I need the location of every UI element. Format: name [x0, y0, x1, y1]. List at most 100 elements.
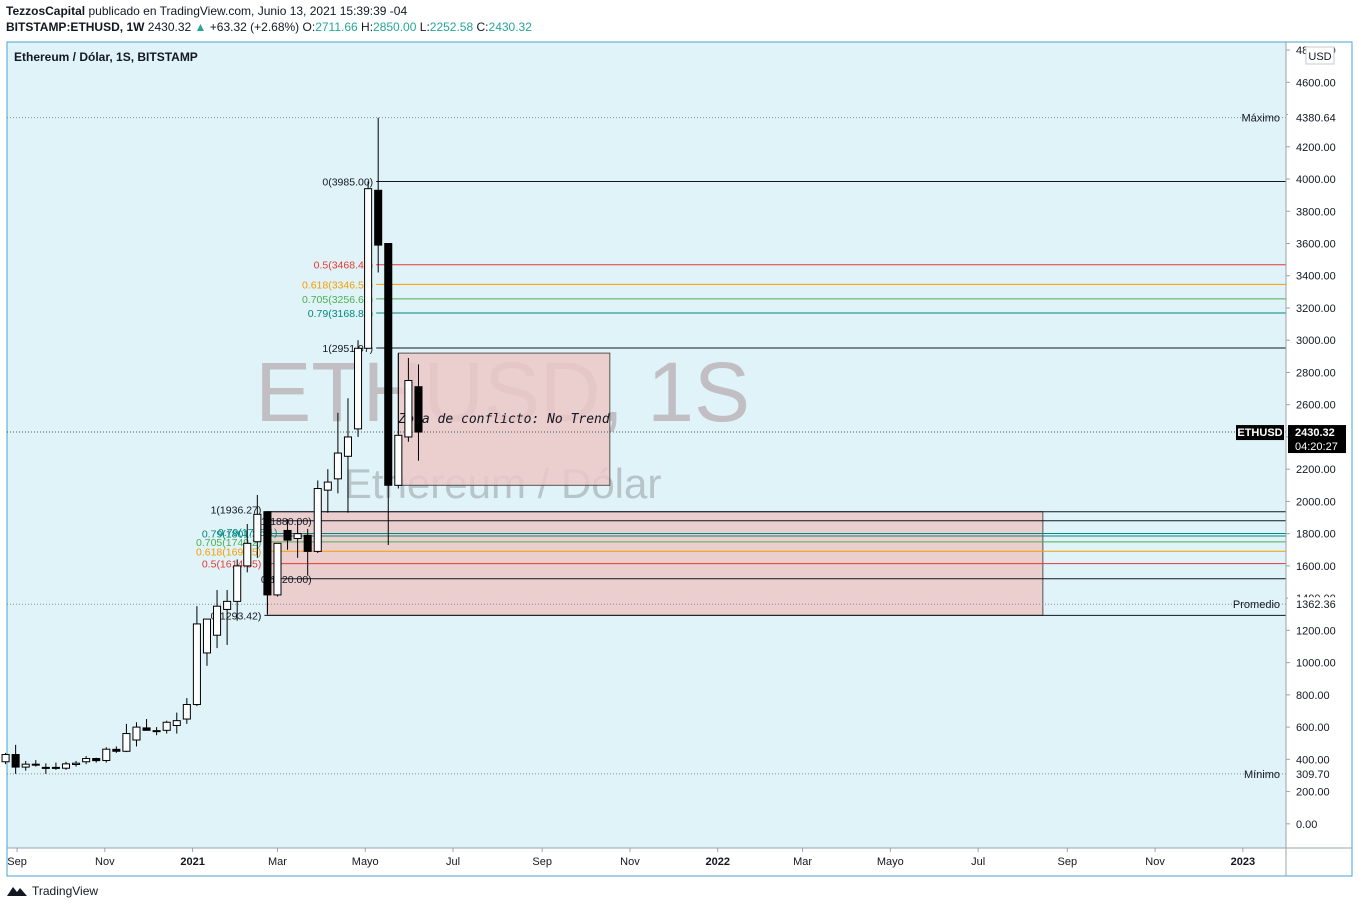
y-tick-label: 3400.00	[1296, 271, 1336, 283]
close-label: C:	[476, 20, 489, 34]
y-tick-label: 1000.00	[1296, 658, 1336, 670]
candle-body[interactable]	[192, 623, 201, 706]
candle-body[interactable]	[142, 727, 151, 731]
candle-body[interactable]	[31, 763, 40, 766]
candle-body[interactable]	[333, 452, 342, 480]
y-tick-label: 3600.00	[1296, 239, 1336, 251]
current-price-value: 2430.32	[1295, 427, 1335, 439]
level-value: 1362.36	[1296, 599, 1336, 611]
zone-rect[interactable]	[397, 352, 611, 486]
candle-body[interactable]	[132, 726, 141, 741]
y-tick-label: 4000.00	[1296, 174, 1336, 186]
y-tick-label: 3000.00	[1296, 335, 1336, 347]
bar-countdown: 04:20:27	[1295, 441, 1338, 453]
candle-body[interactable]	[354, 347, 363, 430]
x-tick-label: Mayo	[877, 856, 904, 868]
candle-body[interactable]	[61, 763, 71, 769]
candle-body[interactable]	[51, 766, 60, 769]
candle-body[interactable]	[243, 542, 252, 567]
candle-body[interactable]	[102, 748, 111, 761]
candle-body[interactable]	[122, 733, 131, 752]
y-tick-label: 800.00	[1296, 690, 1330, 702]
currency-badge[interactable]	[1305, 46, 1335, 65]
high-label: H:	[361, 20, 374, 34]
fib-label: 0(1293.42)	[211, 610, 262, 622]
x-tick-label: Mayo	[352, 856, 379, 868]
candle-body[interactable]	[404, 380, 413, 438]
open-label: O:	[302, 20, 316, 34]
y-tick-label: 4600.00	[1296, 77, 1336, 89]
author-name[interactable]: TezzosCapital	[6, 4, 86, 18]
ohlc-header: BITSTAMP:ETHUSD, 1W 2430.32 ▲ +63.32 (+2…	[6, 20, 532, 34]
candle-body[interactable]	[323, 481, 332, 491]
candle-body[interactable]	[223, 600, 232, 610]
candle-body[interactable]	[182, 704, 191, 720]
price-change: +63.32 (+2.68%)	[209, 20, 300, 34]
up-arrow-icon: ▲	[194, 20, 207, 34]
fib-label: 0.5(3468.47)	[314, 260, 374, 272]
tradingview-logo-icon[interactable]	[6, 884, 28, 898]
zone-label: Zona de conflicto: No Trend	[397, 412, 609, 427]
candle-body[interactable]	[82, 758, 91, 763]
low-label: L:	[419, 20, 430, 34]
x-tick-label: Sep	[1058, 856, 1078, 868]
fib-label: 0(3985.00)	[322, 176, 373, 188]
fib-label: 0.79(1801.3)	[202, 528, 262, 540]
candle-body[interactable]	[263, 511, 272, 596]
brand-name[interactable]: TradingView	[32, 884, 99, 898]
candle-body[interactable]	[283, 529, 292, 541]
candle-body[interactable]	[1, 754, 10, 763]
y-tick-label: 1600.00	[1296, 561, 1336, 573]
candle-body[interactable]	[162, 721, 171, 731]
candle-body[interactable]	[72, 762, 81, 765]
symbol-badge-label: ETHUSD	[1237, 427, 1282, 439]
open-value: 2711.66	[315, 20, 358, 34]
candle-body[interactable]	[343, 436, 352, 457]
candle-body[interactable]	[21, 763, 30, 768]
candle-body[interactable]	[313, 488, 322, 552]
y-tick-label: 2000.00	[1296, 496, 1336, 508]
current-price-badge[interactable]	[1288, 425, 1346, 454]
symbol-badge[interactable]	[1236, 425, 1284, 441]
candle-body[interactable]	[11, 754, 20, 768]
fib-label: 0.705(3256.69)	[302, 294, 373, 306]
candle-body[interactable]	[253, 513, 262, 543]
x-tick-label: 2021	[180, 856, 204, 868]
candle-body[interactable]	[414, 386, 423, 433]
candle-body[interactable]	[374, 189, 383, 246]
price-axis[interactable]	[1286, 43, 1351, 875]
level-value-bg	[1288, 766, 1338, 781]
x-tick-label: Sep	[7, 856, 27, 868]
candle-body[interactable]	[364, 188, 373, 349]
x-tick-label: Jul	[446, 856, 460, 868]
plot-background[interactable]	[7, 42, 1286, 848]
candle-body[interactable]	[213, 605, 222, 636]
candle-body[interactable]	[202, 618, 212, 654]
y-tick-label: 200.00	[1296, 787, 1330, 799]
y-tick-label: 400.00	[1296, 754, 1330, 766]
candle-body[interactable]	[293, 533, 302, 539]
candle-body[interactable]	[112, 748, 121, 752]
x-tick-label: Mar	[793, 856, 812, 868]
candle-body[interactable]	[172, 720, 181, 726]
y-tick-label: 2200.00	[1296, 464, 1336, 476]
level-value-bg	[1288, 110, 1338, 125]
close-value: 2430.32	[488, 20, 532, 34]
fib-label: 1(1936.27)	[211, 505, 262, 517]
candle-body[interactable]	[41, 766, 50, 769]
candle-body[interactable]	[384, 243, 393, 486]
y-tick-label: 600.00	[1296, 722, 1330, 734]
candle-body[interactable]	[152, 730, 161, 733]
candle-body[interactable]	[303, 534, 312, 552]
fib-label: 0.618(3346.56)	[302, 279, 373, 291]
y-tick-label: 0.00	[1296, 819, 1317, 831]
candle-body[interactable]	[233, 565, 242, 602]
publish-text: publicado en TradingView.com, Junio 13, …	[88, 4, 408, 18]
candle-body[interactable]	[394, 434, 403, 486]
symbol-label: BITSTAMP:ETHUSD, 1W	[6, 20, 145, 34]
candle-body[interactable]	[92, 758, 101, 762]
x-tick-label: Nov	[95, 856, 115, 868]
candle-body[interactable]	[273, 542, 282, 596]
x-tick-label: Nov	[1145, 856, 1165, 868]
